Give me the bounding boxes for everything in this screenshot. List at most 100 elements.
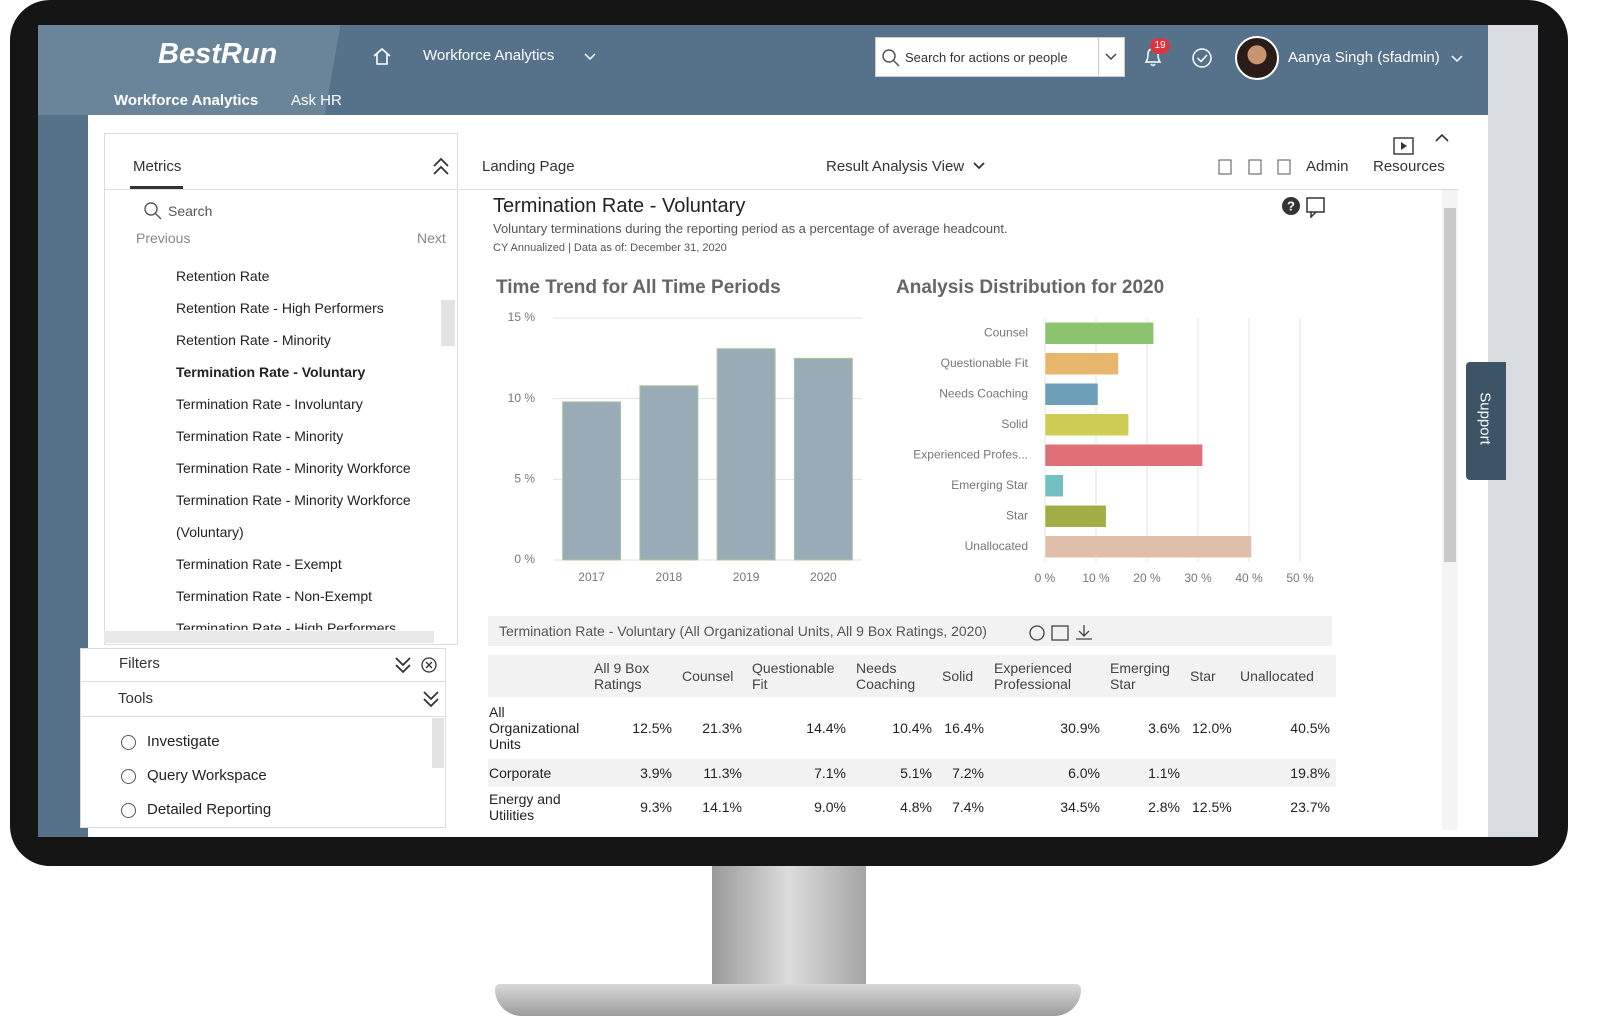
table-cell: 3.6% <box>1148 720 1180 736</box>
next-link[interactable]: Next <box>417 230 446 246</box>
tool-item[interactable]: Investigate <box>147 733 220 750</box>
resources-button[interactable]: Resources <box>1373 158 1445 175</box>
previous-link[interactable]: Previous <box>136 230 191 246</box>
sidebar-search[interactable]: Search <box>168 203 213 219</box>
tools-header[interactable]: Tools <box>118 690 154 707</box>
table-cell: 7.1% <box>748 759 852 787</box>
table-cell: 14.4% <box>806 720 846 736</box>
table-cell: 16.4% <box>944 720 984 736</box>
header-cell: Questionable Fit <box>748 655 852 697</box>
header-cell: All 9 Box Ratings <box>590 655 678 697</box>
metric-item[interactable]: Retention Rate <box>176 268 270 284</box>
table-cell: 10.4% <box>892 720 932 736</box>
metric-item[interactable]: Termination Rate - High Performers <box>176 620 397 630</box>
logo[interactable]: BestRun <box>158 38 278 70</box>
search-box[interactable] <box>875 37 1125 77</box>
filters-header[interactable]: Filters <box>119 655 160 672</box>
sidebar-card <box>104 133 458 645</box>
metric-item[interactable]: Termination Rate - Exempt <box>176 556 342 572</box>
header-cell <box>488 655 590 697</box>
tool-icon[interactable] <box>121 803 136 818</box>
user-chevron[interactable] <box>1450 54 1464 64</box>
search-dropdown[interactable] <box>1098 38 1125 76</box>
help-icons[interactable]: ? <box>1281 196 1329 218</box>
sidebar-tab[interactable]: Metrics <box>133 158 182 175</box>
metric-item[interactable]: Termination Rate - Minority Workforce <box>176 460 411 476</box>
admin-button[interactable]: Admin <box>1306 158 1349 175</box>
metric-item[interactable]: Retention Rate - High Performers <box>176 300 384 316</box>
view-selector[interactable]: Result Analysis View <box>826 158 965 175</box>
header-cell: Unallocated <box>1236 655 1336 697</box>
table-cell: 6.0% <box>990 759 1106 787</box>
monitor-base <box>495 984 1081 1016</box>
metric-item[interactable]: Termination Rate - Involuntary <box>176 396 363 412</box>
table-cell: 9.0% <box>814 799 846 815</box>
report-scroll-thumb <box>1444 208 1456 562</box>
tool-item[interactable]: Detailed Reporting <box>147 801 272 818</box>
table-cell: 12.0% <box>1192 720 1232 736</box>
tasks-icon[interactable] <box>1191 47 1213 69</box>
tool-icon[interactable] <box>121 735 136 750</box>
metric-item[interactable]: Termination Rate - Minority <box>176 428 344 444</box>
resources-icon[interactable] <box>1392 136 1416 156</box>
tool-item[interactable]: Query Workspace <box>147 767 267 784</box>
header-cell: Emerging Star <box>1106 655 1186 697</box>
table-row: Energy and Utilities 9.3% 14.1% 9.0% 4.8% 7.4… <box>488 787 1336 827</box>
home-icon[interactable] <box>372 46 392 66</box>
support-label[interactable]: Support <box>1476 392 1494 445</box>
filters-card <box>80 648 446 828</box>
metric-item[interactable]: Termination Rate - Minority Workforce (V… <box>176 492 411 540</box>
toolbar <box>460 133 1459 190</box>
header-highlight <box>38 25 378 115</box>
view-chevron[interactable] <box>972 161 986 171</box>
report-title: Termination Rate - Voluntary <box>493 195 746 217</box>
tab[interactable]: Workforce Analytics <box>114 92 259 109</box>
divider <box>81 716 445 717</box>
result-table: All 9 Box Ratings Counsel Questionable Fit… <box>488 655 1336 827</box>
metric-item[interactable]: Termination Rate - Non-Exempt <box>176 588 373 604</box>
table-cell: 1.1% <box>1106 759 1186 787</box>
sidebar-search-icon <box>144 202 162 220</box>
sidebar-hscroll <box>104 631 434 643</box>
table-cell: 2.8% <box>1148 799 1180 815</box>
tools-expand[interactable] <box>421 688 443 710</box>
table-cell: 7.2% <box>938 759 990 787</box>
filters-icons[interactable] <box>393 654 437 676</box>
table-cell: 12.5% <box>632 720 672 736</box>
collapse-icon[interactable] <box>430 156 452 178</box>
divider <box>105 189 457 190</box>
support-tab[interactable] <box>1466 362 1506 480</box>
search-icon <box>882 49 900 67</box>
landing-page[interactable]: Landing Page <box>482 158 575 175</box>
notification-badge[interactable]: 19 <box>1150 38 1170 54</box>
sidebar-tab-underline <box>130 186 183 189</box>
metric-item[interactable]: Termination Rate - Voluntary <box>176 364 366 380</box>
header-cell: Counsel <box>678 655 748 697</box>
user-name[interactable]: Aanya Singh (sfadmin) <box>1288 49 1440 66</box>
sidebar-scrollbar <box>441 300 455 346</box>
row-label: Energy and Utilities <box>489 791 561 823</box>
table-cell: 14.1% <box>702 799 742 815</box>
nav-chevron[interactable] <box>583 52 597 62</box>
metric-list: Retention Rate Retention Rate - High Perf… <box>106 258 440 630</box>
tab[interactable]: Ask HR <box>291 92 342 109</box>
tools-scrollbar <box>432 718 444 768</box>
collapse-header[interactable] <box>1434 132 1450 144</box>
table-cell <box>1186 759 1236 787</box>
table-cell: 40.5% <box>1290 720 1330 736</box>
table-row: All Organizational Units 12.5% 21.3% 14.4% 1… <box>488 697 1336 759</box>
user-avatar[interactable] <box>1235 36 1279 80</box>
table-icons[interactable] <box>1028 622 1096 644</box>
table-cell: 19.8% <box>1236 759 1336 787</box>
header-cell: Needs Coaching <box>852 655 938 697</box>
table-cell: 11.3% <box>678 759 748 787</box>
tool-icon[interactable] <box>121 769 136 784</box>
table-cell: 5.1% <box>852 759 938 787</box>
metric-item[interactable]: Retention Rate - Minority <box>176 332 331 348</box>
nav-title[interactable]: Workforce Analytics <box>423 47 555 64</box>
monitor-neck <box>712 866 866 990</box>
toolbar-icons[interactable] <box>1216 157 1296 177</box>
report-description: Voluntary terminations during the report… <box>493 221 1008 236</box>
table-title-bar <box>488 616 1332 646</box>
header-cell: Solid <box>938 655 990 697</box>
